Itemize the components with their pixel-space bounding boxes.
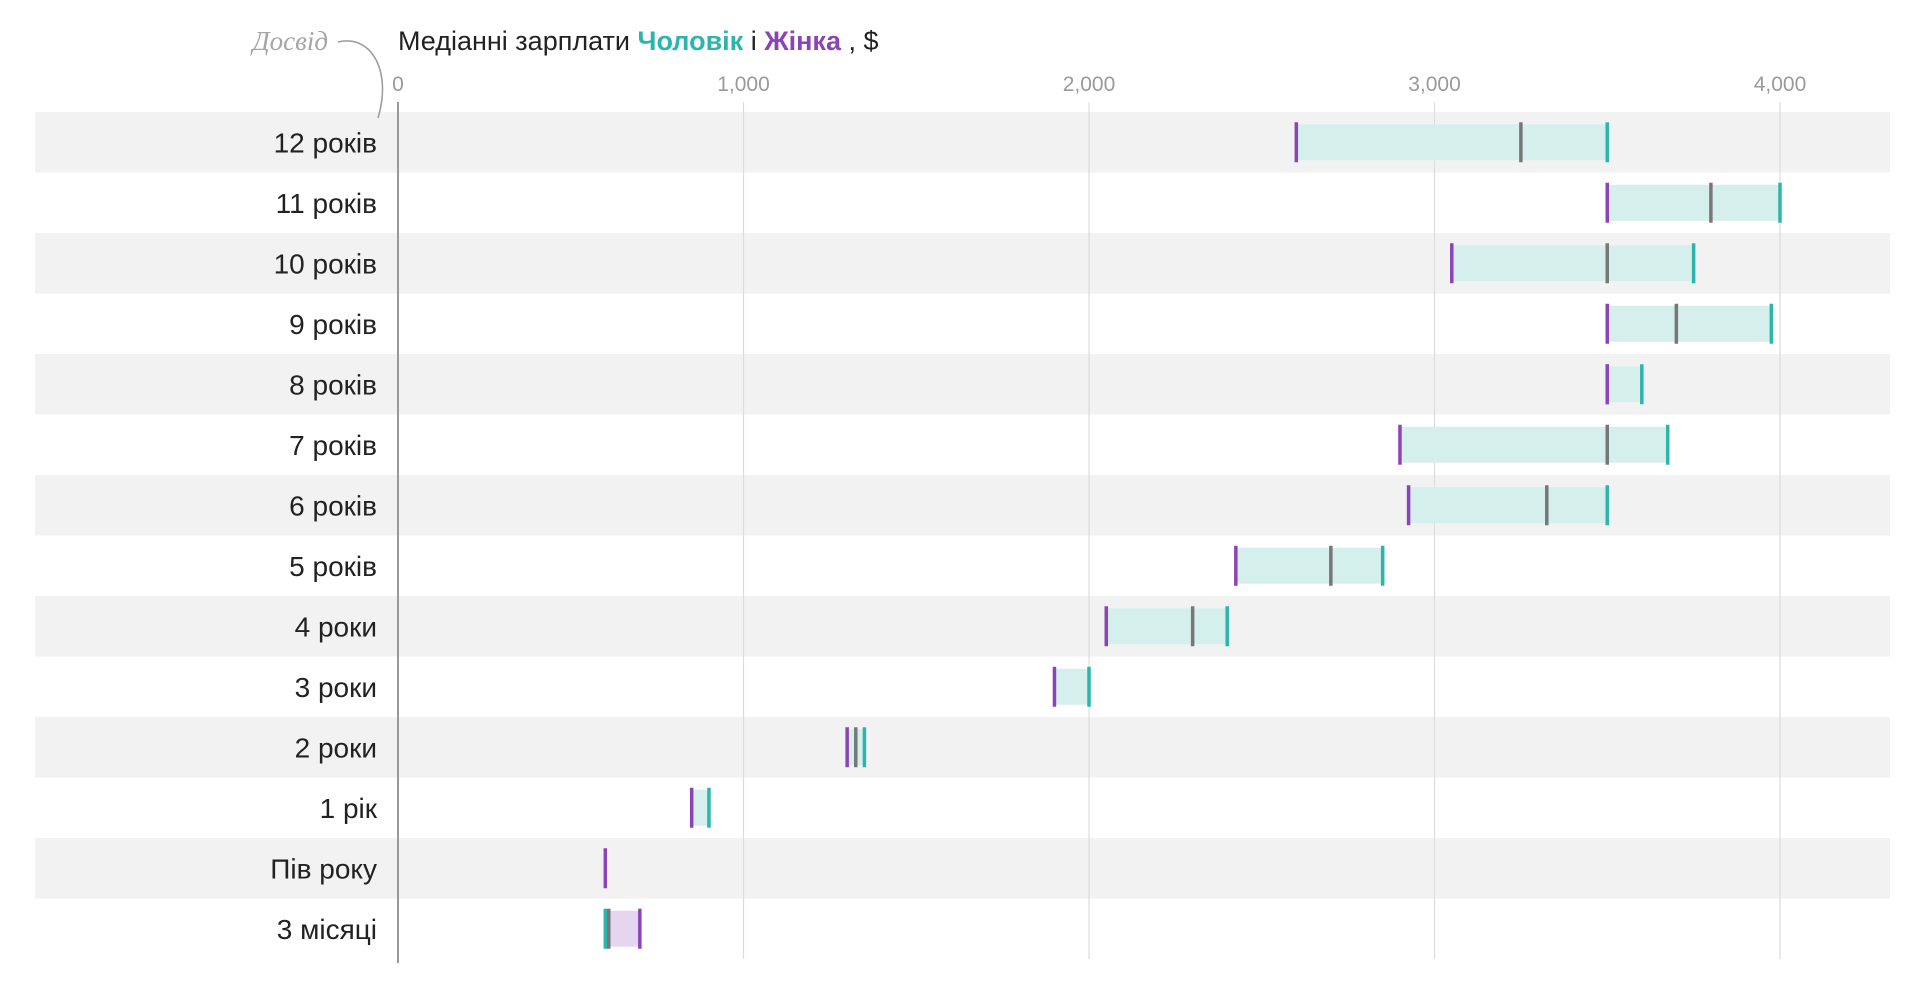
- category-label: 1 рік: [320, 793, 378, 824]
- range-band: [1296, 124, 1608, 161]
- title-male-label: Чоловік: [637, 26, 743, 56]
- marks: [603, 122, 1782, 949]
- category-label: 7 років: [289, 430, 377, 461]
- category-label: 3 роки: [295, 672, 377, 703]
- range-band: [605, 910, 640, 947]
- category-label: 6 років: [289, 490, 377, 521]
- ranges: [605, 124, 1780, 947]
- category-label: 11 років: [276, 188, 377, 219]
- range-band: [1399, 426, 1668, 463]
- female-median-tick: [689, 787, 694, 828]
- female-median-tick: [638, 908, 642, 949]
- range-band: [1607, 184, 1780, 221]
- male-median-tick: [1225, 606, 1229, 647]
- labels: 0 1,000 2,000 3,000 4,000 12 років 11 років 10 …: [270, 73, 1806, 945]
- male-median-tick: [1665, 424, 1670, 465]
- title-suffix: , $: [848, 26, 878, 56]
- row-stripe: [35, 838, 1890, 899]
- overall-median-tick: [1329, 545, 1333, 586]
- male-median-tick: [1380, 545, 1385, 586]
- male-median-tick: [1605, 485, 1609, 526]
- overall-median-tick: [1605, 243, 1609, 284]
- category-label: 5 років: [289, 551, 377, 582]
- male-median-tick: [1778, 182, 1782, 223]
- range-band: [1408, 487, 1608, 524]
- overall-median-tick: [1709, 182, 1713, 223]
- male-median-tick: [1640, 364, 1644, 405]
- x-tick-label: 1,000: [717, 73, 770, 96]
- range-band: [1607, 305, 1772, 342]
- female-median-tick: [1406, 485, 1411, 526]
- overall-median-tick: [1519, 122, 1523, 163]
- category-label: 8 років: [289, 369, 377, 400]
- title-prefix: Медіанні зарплати: [398, 26, 630, 56]
- x-tick-label: 0: [392, 73, 404, 96]
- x-tick-label: 4,000: [1754, 73, 1807, 96]
- female-median-tick: [1605, 303, 1609, 344]
- female-median-tick: [1234, 545, 1238, 586]
- range-band: [1607, 366, 1642, 403]
- row-stripe: [35, 596, 1890, 657]
- chart-title: Медіанні зарплати Чоловік і Жінка , $: [398, 26, 879, 56]
- female-median-tick: [1398, 424, 1402, 465]
- female-median-tick: [1605, 182, 1609, 223]
- row-stripe: [35, 354, 1890, 415]
- range-band: [1106, 608, 1228, 645]
- overall-median-tick: [1674, 303, 1679, 344]
- ylabel: Досвід: [249, 26, 328, 56]
- x-tick-label: 3,000: [1408, 73, 1461, 96]
- female-median-tick: [603, 848, 608, 889]
- overall-median-tick: [1605, 424, 1609, 465]
- female-median-tick: [1052, 666, 1057, 707]
- title-joiner: і: [751, 26, 757, 56]
- title-female-label: Жінка: [763, 26, 842, 56]
- range-band: [1235, 547, 1383, 584]
- overall-median-tick: [854, 727, 858, 768]
- category-label: 4 роки: [295, 611, 377, 642]
- gridlines: [397, 102, 1781, 963]
- category-label: 10 років: [274, 248, 377, 279]
- category-label: 12 років: [274, 127, 377, 158]
- female-median-tick: [1104, 606, 1109, 647]
- overall-median-tick: [607, 908, 611, 949]
- category-label: 9 років: [289, 309, 377, 340]
- range-band: [1054, 668, 1089, 705]
- female-median-tick: [845, 727, 849, 768]
- row-stripe: [35, 717, 1890, 778]
- male-median-tick: [603, 908, 608, 949]
- male-median-tick: [862, 727, 867, 768]
- overall-median-tick: [1190, 606, 1195, 647]
- male-median-tick: [1605, 122, 1609, 163]
- category-label: 2 роки: [295, 732, 377, 763]
- x-tick-label: 2,000: [1063, 73, 1116, 96]
- overall-median-tick: [1545, 485, 1549, 526]
- category-label: 3 місяці: [277, 914, 377, 945]
- range-band: [691, 789, 709, 826]
- male-median-tick: [1769, 303, 1774, 344]
- male-median-tick: [1691, 243, 1696, 284]
- category-label: Пів року: [270, 853, 377, 884]
- male-median-tick: [1087, 666, 1091, 707]
- male-median-tick: [707, 787, 711, 828]
- row-stripes: [35, 112, 1890, 899]
- female-median-tick: [1605, 364, 1609, 405]
- female-median-tick: [1294, 122, 1299, 163]
- female-median-tick: [1450, 243, 1454, 284]
- range-band: [1451, 245, 1694, 282]
- ylabel-connector: [337, 40, 384, 119]
